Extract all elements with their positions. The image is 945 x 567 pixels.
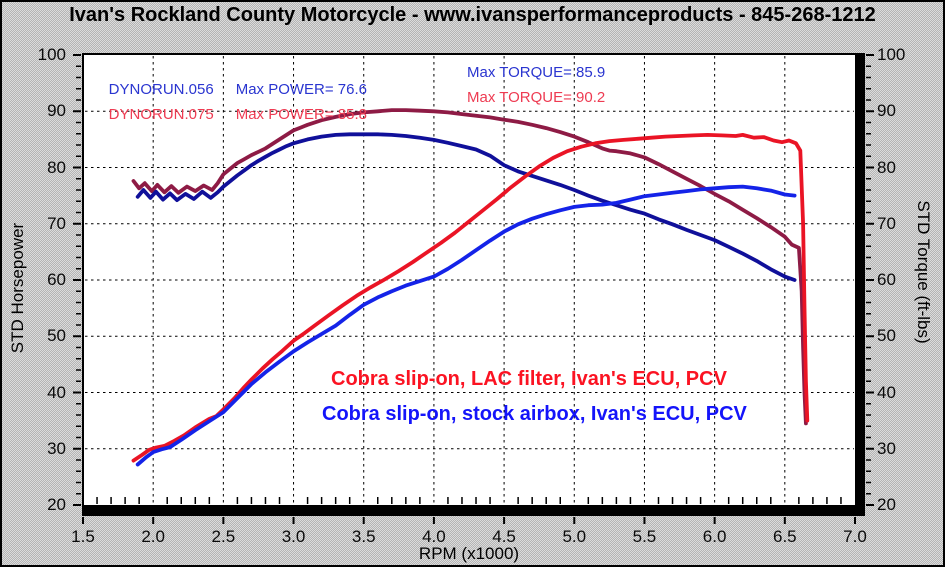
- x-tick-label: 4.5: [492, 527, 516, 546]
- left-y-tick-label: 90: [47, 101, 66, 121]
- plot-frame: [82, 53, 865, 516]
- x-tick-label: 2.0: [141, 527, 165, 546]
- left-y-tick-label: 40: [47, 382, 66, 402]
- right-y-tick-label: 20: [877, 495, 896, 514]
- legend-run-075-max-power: Max POWER= 85.8: [235, 106, 367, 123]
- dyno-curves: [131, 108, 810, 467]
- left-y-tick-label: 80: [47, 157, 66, 177]
- right-y-tick-label: 90: [877, 101, 896, 121]
- left-y-tick-label: 70: [47, 213, 66, 233]
- legend-run-075-name: DYNORUN.075: [108, 106, 214, 123]
- x-tick-label: 6.0: [702, 527, 727, 546]
- left-y-tick-label: 50: [47, 326, 66, 346]
- x-axis-title: RPM (x1000): [418, 544, 520, 563]
- right-y-tick-label: 100: [877, 45, 906, 64]
- gridlines: [85, 56, 854, 504]
- x-tick-label: 6.5: [772, 527, 797, 546]
- left-y-tick-label: 20: [47, 495, 66, 514]
- left-y-tick-label: 100: [37, 45, 66, 64]
- x-tick-label: 3.5: [351, 527, 376, 546]
- x-tick-label: 4.0: [422, 527, 446, 546]
- legend-run-056-max-power: Max POWER= 76.6: [235, 81, 367, 98]
- left-axis-title: STD Horsepower: [8, 222, 27, 354]
- x-tick-label: 3.0: [281, 527, 306, 546]
- curve-torque-dynorun056: [135, 132, 797, 282]
- axis-ticks: [73, 54, 874, 524]
- right-y-tick-label: 50: [877, 326, 896, 346]
- x-tick-label: 1.5: [71, 527, 95, 546]
- right-y-tick-label: 40: [877, 382, 896, 402]
- left-y-tick-label: 60: [47, 270, 66, 289]
- right-y-tick-label: 80: [877, 157, 896, 177]
- legend-run-056: DYNORUN.056 Max POWER= 76.6 Max TORQUE= 8…: [92, 64, 606, 132]
- x-tick-label: 5.5: [632, 527, 657, 546]
- x-tick-label: 2.5: [211, 527, 236, 546]
- curve-torque-dynorun075: [131, 108, 808, 426]
- page-title: Ivan's Rockland County Motorcycle - www.…: [69, 4, 876, 26]
- legend-run-075: DYNORUN.075 Max POWER= 85.8 Max TORQUE= 9…: [92, 89, 606, 157]
- annotation-red-run: Cobra slip-on, LAC filter, Ivan's ECU, P…: [331, 368, 727, 390]
- right-y-tick-label: 70: [877, 213, 896, 233]
- legend-run-075-max-torque: Max TORQUE= 90.2: [467, 89, 606, 106]
- x-tick-label: 5.0: [562, 527, 587, 546]
- legend-run-056-max-torque: Max TORQUE= 85.9: [467, 64, 606, 81]
- legend-run-056-name: DYNORUN.056: [108, 81, 214, 98]
- annotation-blue-run: Cobra slip-on, stock airbox, Ivan's ECU,…: [322, 403, 747, 425]
- right-axis-title: STD Torque (ft-lbs): [914, 200, 933, 344]
- curve-power-dynorun056: [135, 184, 797, 467]
- x-tick-label: 7.0: [843, 527, 867, 546]
- right-y-tick-label: 60: [877, 270, 896, 289]
- curve-power-dynorun075: [131, 132, 810, 463]
- right-y-tick-label: 30: [877, 438, 896, 458]
- left-y-tick-label: 30: [47, 438, 66, 458]
